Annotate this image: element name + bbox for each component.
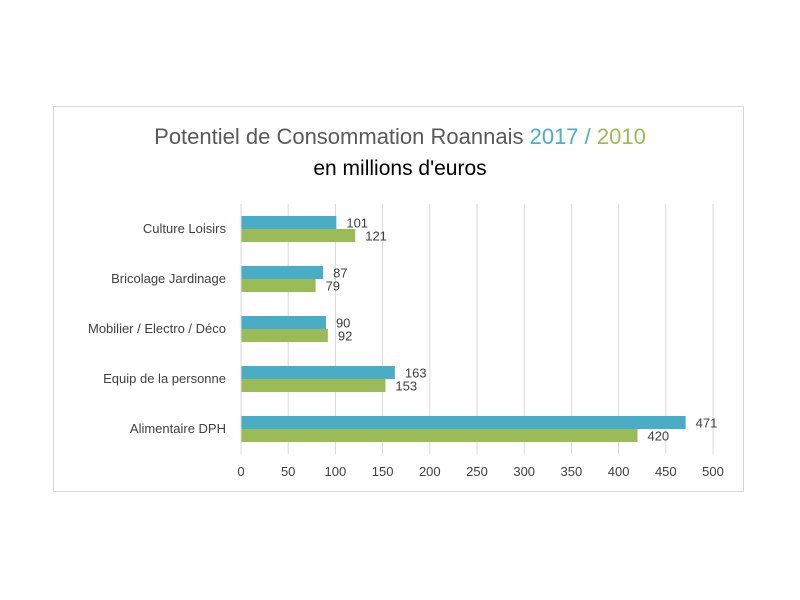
bar-2017 — [241, 416, 686, 429]
x-tick-label: 500 — [702, 464, 724, 479]
data-label-2017: 471 — [696, 416, 718, 431]
data-label-2010: 79 — [326, 279, 340, 294]
data-label-2010: 420 — [647, 429, 669, 444]
chart-title-separator: / — [578, 124, 597, 149]
category-label: Bricolage Jardinage — [111, 271, 226, 286]
category-label: Culture Loisirs — [143, 221, 227, 236]
category-label: Alimentaire DPH — [130, 421, 226, 436]
x-tick-label: 200 — [419, 464, 441, 479]
x-tick-label: 100 — [325, 464, 347, 479]
bar-2017 — [241, 316, 326, 329]
x-tick-label: 50 — [281, 464, 295, 479]
bar-2010 — [241, 279, 316, 292]
data-label-2010: 92 — [338, 329, 352, 344]
x-tick-label: 350 — [561, 464, 583, 479]
data-label-2017: 101 — [346, 216, 368, 231]
bar-2010 — [241, 229, 356, 242]
data-label-2017: 163 — [405, 366, 427, 381]
bar-2017 — [241, 366, 395, 379]
data-label-2010: 121 — [365, 229, 387, 244]
bar-2017 — [241, 266, 324, 279]
x-tick-label: 250 — [466, 464, 488, 479]
category-label: Mobilier / Electro / Déco — [88, 321, 226, 336]
bar-2010 — [241, 429, 638, 442]
x-tick-label: 300 — [513, 464, 535, 479]
x-tick-label: 400 — [608, 464, 630, 479]
x-tick-label: 0 — [237, 464, 244, 479]
x-tick-label: 450 — [655, 464, 677, 479]
bar-2010 — [241, 379, 386, 392]
data-label-2010: 153 — [395, 379, 417, 394]
x-tick-label: 150 — [372, 464, 394, 479]
chart-title: Potentiel de Consommation Roannais 2017 … — [0, 124, 800, 150]
data-label-2017: 87 — [333, 266, 347, 281]
data-label-2017: 90 — [336, 316, 350, 331]
bar-2010 — [241, 329, 328, 342]
chart-subtitle: en millions d'euros — [313, 157, 487, 180]
chart-title-prefix: Potentiel de Consommation Roannais — [154, 124, 530, 149]
chart-title-year-2017: 2017 — [529, 124, 579, 149]
chart-title-year-2010: 2010 — [596, 124, 646, 149]
bar-2017 — [241, 216, 337, 229]
category-label: Equip de la personne — [103, 371, 226, 386]
